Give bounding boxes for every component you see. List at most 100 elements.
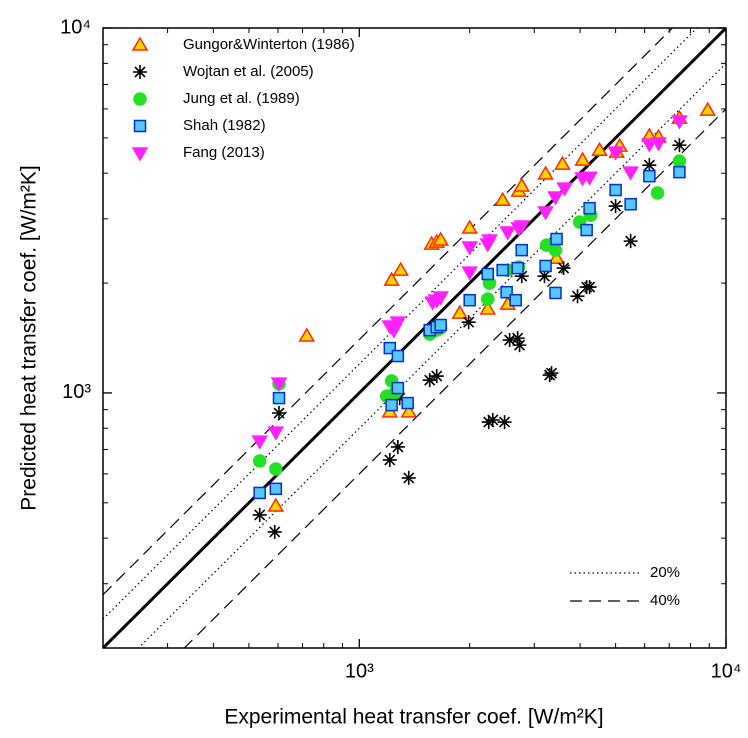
data-point [547, 191, 564, 206]
data-point [267, 497, 285, 512]
data-point [672, 154, 687, 168]
data-point [494, 191, 511, 206]
data-point [391, 381, 405, 395]
data-point [570, 289, 585, 304]
data-point [272, 406, 287, 421]
data-point [392, 391, 407, 406]
data-point [537, 206, 554, 221]
data-point [510, 331, 525, 346]
data-point [671, 115, 688, 130]
data-point [481, 415, 496, 430]
data-point [549, 286, 562, 300]
data-point [591, 141, 608, 156]
x-tick-label: 10⁴ [711, 660, 742, 682]
data-point [609, 183, 622, 197]
data-point [432, 291, 449, 306]
data-point [481, 267, 494, 281]
data-point [267, 524, 282, 539]
data-point [385, 398, 398, 412]
data-point [383, 271, 400, 286]
data-point [537, 165, 554, 180]
data-point [581, 171, 598, 186]
legend-label: Fang (2013) [183, 144, 265, 161]
data-point [434, 318, 447, 332]
data-point [539, 259, 552, 273]
data-point [252, 507, 267, 522]
data-point [389, 316, 407, 331]
data-point [383, 341, 397, 355]
data-point [461, 219, 478, 234]
data-point [269, 482, 283, 496]
data-point [672, 138, 687, 153]
data-point [556, 182, 573, 197]
legend-marker [131, 147, 149, 162]
data-point [509, 293, 522, 307]
data-point [515, 243, 528, 257]
data-point [272, 391, 286, 405]
plot-frame [102, 27, 727, 649]
legend-label: 20% [650, 564, 680, 581]
reference-line [183, 108, 726, 648]
data-point [554, 155, 571, 170]
data-point [461, 241, 478, 256]
data-point [496, 263, 509, 277]
data-point [480, 292, 495, 306]
data-point [270, 377, 288, 392]
data-point [556, 261, 571, 276]
legend-label: Gungor&Winterton (1986) [183, 36, 355, 53]
data-point [550, 232, 563, 246]
data-point [479, 300, 497, 315]
legend-marker [133, 92, 147, 106]
data-point [481, 234, 498, 249]
data-point [390, 439, 405, 454]
data-point [622, 166, 639, 181]
data-point [267, 426, 285, 441]
y-tick-label: 10⁴ [60, 16, 91, 38]
data-point [502, 333, 517, 348]
data-point [642, 158, 657, 173]
identity-line [103, 28, 726, 648]
data-point [582, 280, 597, 295]
data-point [500, 285, 513, 299]
data-point [574, 151, 591, 166]
data-point [451, 304, 469, 319]
data-point [252, 454, 267, 468]
data-point [485, 412, 500, 427]
data-point [623, 234, 638, 249]
data-point [253, 486, 266, 500]
data-point [401, 470, 416, 485]
legend-marker [133, 65, 147, 79]
x-tick-label: 10³ [345, 660, 374, 682]
plot-area [103, 28, 726, 648]
data-point [382, 452, 397, 467]
reference-line [103, 28, 674, 596]
data-point [432, 231, 449, 246]
legend-label: Wojtan et al. (2005) [183, 63, 314, 80]
data-point [673, 165, 686, 179]
legend-label: Jung et al. (1989) [183, 90, 300, 107]
data-point [607, 146, 624, 161]
data-point [650, 186, 665, 200]
data-point [514, 269, 529, 284]
data-point [513, 177, 531, 192]
legend-marker [133, 119, 147, 133]
data-point [624, 197, 637, 211]
data-point [499, 226, 517, 241]
data-point [511, 261, 524, 275]
y-tick-label: 10³ [62, 381, 91, 403]
data-point [401, 396, 414, 410]
data-point [429, 369, 444, 384]
legend-label: Shah (1982) [183, 117, 266, 134]
data-point [251, 435, 269, 450]
legend-marker [131, 36, 149, 51]
data-point [463, 293, 476, 307]
data-point [513, 220, 531, 235]
data-point [537, 269, 552, 284]
data-point [461, 315, 476, 330]
data-point [580, 223, 593, 237]
data-point [650, 137, 667, 152]
legend-label: 40% [650, 592, 680, 609]
data-point [548, 249, 565, 264]
data-point [392, 261, 410, 276]
